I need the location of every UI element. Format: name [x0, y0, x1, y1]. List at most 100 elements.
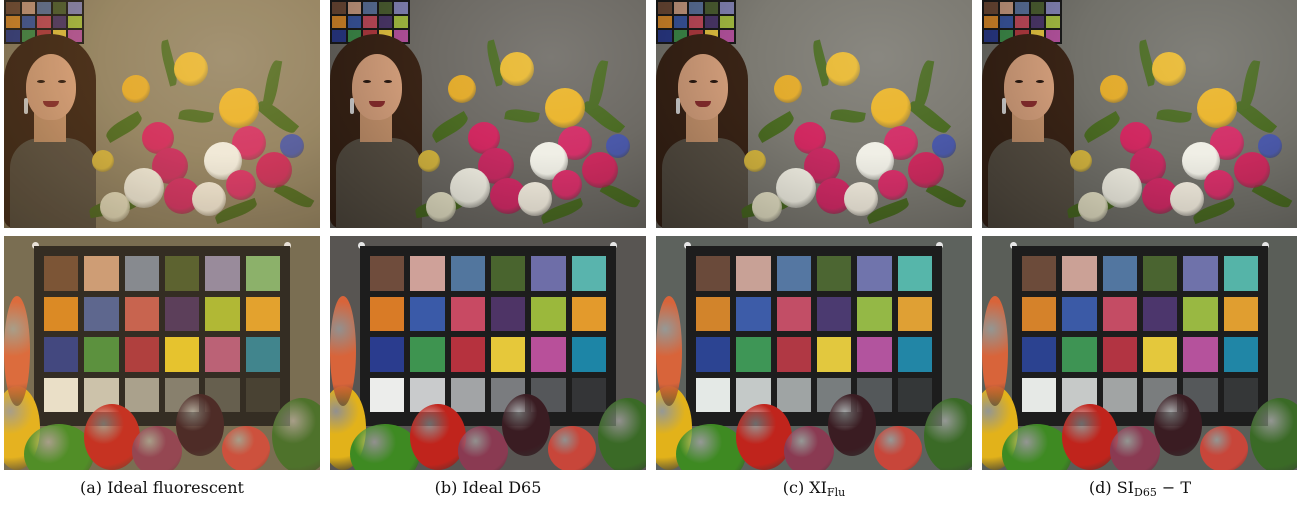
pin-right — [936, 242, 943, 249]
mini-checker-patch — [689, 2, 703, 14]
colorchecker-vegetables-image-a — [4, 236, 320, 470]
colorchecker-patch — [857, 296, 892, 331]
flower — [552, 170, 582, 200]
mini-checker-patch — [658, 2, 672, 14]
colorchecker-patch — [696, 377, 731, 412]
mini-checker-patch — [363, 2, 377, 14]
mini-colorchecker — [982, 0, 1062, 44]
right-eye — [58, 80, 66, 83]
colorchecker-chart — [360, 246, 616, 426]
colorchecker-patch — [450, 337, 485, 372]
vegetable — [656, 296, 682, 406]
face — [352, 54, 402, 120]
face — [26, 54, 76, 120]
colorchecker-patch — [205, 337, 240, 372]
color-cast — [982, 236, 1297, 470]
mini-checker-patch — [378, 16, 393, 28]
colorchecker-patch — [776, 337, 811, 372]
colorchecker-patch — [450, 256, 485, 291]
mini-checker-patch — [658, 30, 672, 42]
colorchecker-patch — [84, 296, 119, 331]
vegetable — [1062, 404, 1118, 470]
mini-checker-patch — [1030, 16, 1045, 28]
earring — [350, 98, 354, 114]
mini-checker-patch — [1015, 2, 1029, 14]
colorchecker-patch — [245, 377, 280, 412]
vegetable — [736, 404, 792, 470]
vegetable — [132, 426, 182, 470]
colorchecker-patch — [1022, 296, 1057, 331]
vegetable — [330, 296, 356, 406]
flower — [744, 150, 766, 172]
earring — [24, 98, 28, 114]
mini-checker-patch — [658, 16, 672, 28]
colorchecker-patch — [245, 337, 280, 372]
mini-checker-patch — [68, 2, 82, 14]
mouth — [369, 101, 385, 107]
colorchecker-patch — [1022, 377, 1057, 412]
vignette — [982, 0, 1297, 228]
mini-checker-patch — [52, 2, 67, 14]
flower — [908, 152, 944, 188]
flower — [280, 134, 304, 158]
mini-checker-patch — [52, 16, 67, 28]
colorchecker-patch — [1142, 296, 1178, 331]
mouth — [43, 101, 59, 107]
color-cast — [656, 236, 972, 470]
colorchecker-patch — [164, 296, 200, 331]
flower — [100, 192, 130, 222]
face — [1004, 54, 1054, 120]
mini-checker-patch — [1030, 2, 1045, 14]
colorchecker-patch — [571, 377, 606, 412]
colorchecker-chart — [1012, 246, 1268, 426]
colorchecker-patch — [245, 256, 280, 291]
vegetable — [1110, 426, 1160, 470]
caption-d: (d) SID65 − T — [1088, 478, 1192, 499]
flower — [1204, 170, 1234, 200]
vegetable — [4, 296, 30, 406]
vegetable — [1002, 424, 1072, 470]
pin-right — [610, 242, 617, 249]
colorchecker-patch — [410, 337, 445, 372]
flower — [1234, 152, 1270, 188]
colorchecker-vegetables-image-d — [982, 236, 1297, 470]
mini-checker-patch — [6, 30, 20, 42]
flower — [606, 134, 630, 158]
colorchecker-patch — [816, 256, 852, 291]
vegetable — [1200, 426, 1248, 470]
flower — [219, 88, 259, 128]
vegetable — [458, 426, 508, 470]
mini-colorchecker — [330, 0, 410, 44]
vegetable — [1154, 394, 1202, 456]
flower — [1102, 168, 1142, 208]
flower — [1100, 75, 1128, 103]
vegetable — [502, 394, 550, 456]
flower — [256, 152, 292, 188]
mouth — [1021, 101, 1037, 107]
vegetable — [410, 404, 466, 470]
colorchecker-patch — [205, 296, 240, 331]
mini-checker-patch — [347, 16, 362, 28]
colorchecker-patch — [1223, 377, 1258, 412]
color-cast — [656, 0, 972, 228]
flower — [545, 88, 585, 128]
colorchecker-patch — [1062, 296, 1097, 331]
vegetable — [176, 394, 224, 456]
colorchecker-patch — [857, 256, 892, 291]
colorchecker-patch — [205, 256, 240, 291]
flower — [932, 134, 956, 158]
flower — [1078, 192, 1108, 222]
colorchecker-patch — [124, 296, 159, 331]
colorchecker-patch — [897, 337, 932, 372]
flower — [122, 75, 150, 103]
portrait-flowers-image-c — [656, 0, 972, 228]
colorchecker-patch — [776, 377, 811, 412]
portrait-flowers-image-a — [4, 0, 320, 228]
pin-left — [684, 242, 691, 249]
colorchecker-patch — [776, 296, 811, 331]
flower — [192, 182, 226, 216]
mini-checker-patch — [999, 16, 1014, 28]
colorchecker-patch — [736, 256, 771, 291]
flower — [752, 192, 782, 222]
